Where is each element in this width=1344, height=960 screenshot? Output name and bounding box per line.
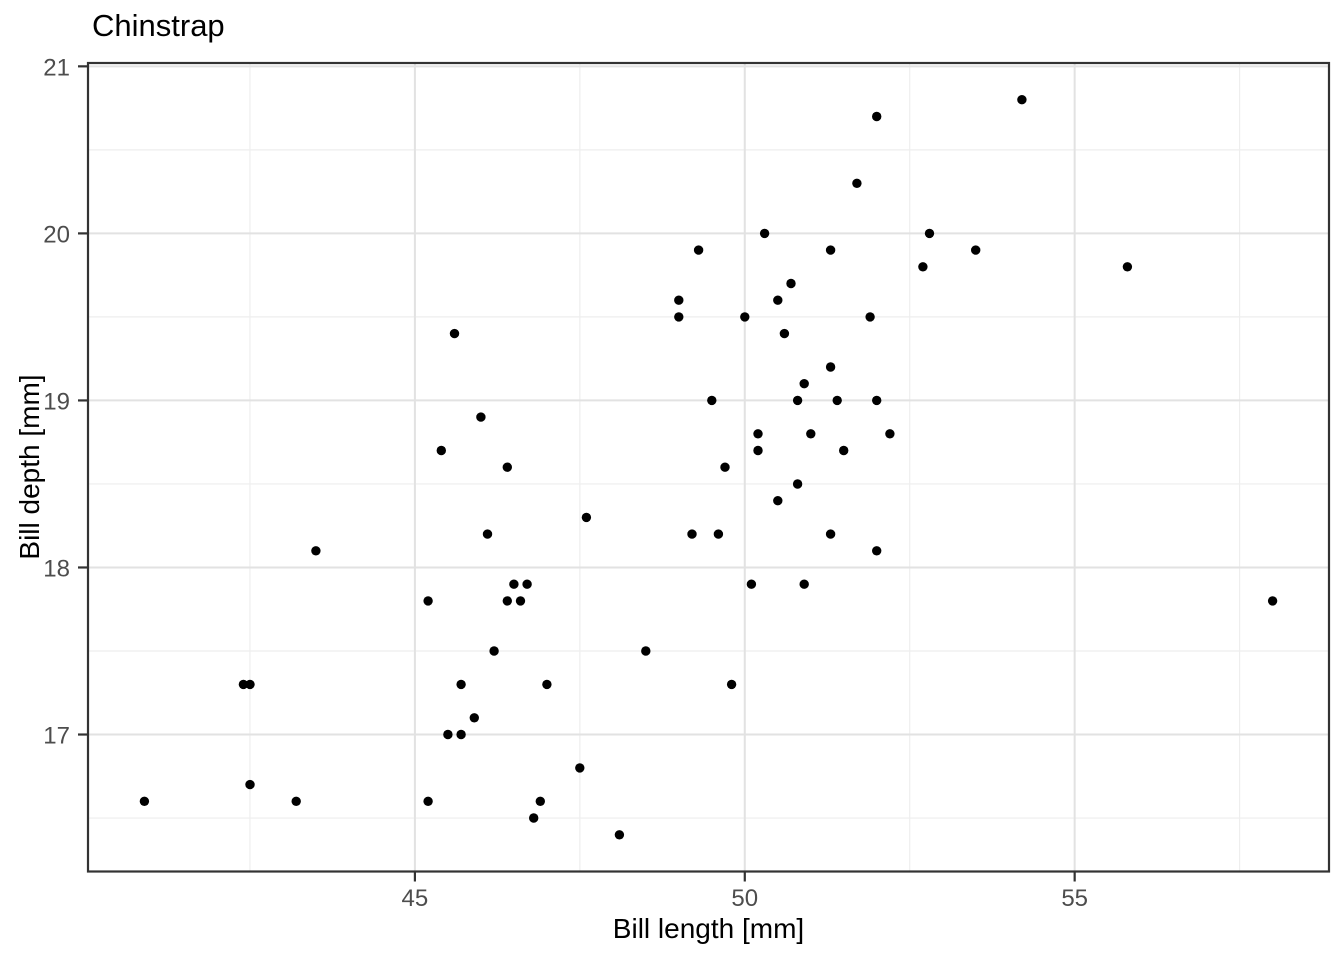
- data-point: [456, 729, 466, 740]
- data-point: [746, 579, 757, 589]
- data-point: [245, 679, 255, 690]
- data-point: [825, 362, 836, 372]
- data-point: [674, 295, 684, 305]
- x-tick-label: 45: [402, 885, 429, 912]
- y-tick-label: 18: [43, 555, 70, 582]
- data-point: [245, 779, 255, 790]
- data-point: [291, 796, 301, 806]
- data-point: [779, 328, 790, 339]
- y-tick-label: 21: [43, 54, 70, 81]
- data-point: [476, 412, 486, 422]
- y-tick-label: 17: [43, 723, 70, 750]
- data-point: [786, 278, 796, 289]
- data-point: [522, 579, 532, 589]
- data-point: [799, 379, 809, 389]
- data-point: [581, 512, 592, 523]
- y-tick-label: 20: [43, 221, 70, 248]
- data-point: [924, 228, 935, 239]
- data-point: [1267, 596, 1278, 606]
- data-point: [832, 395, 842, 406]
- data-point: [502, 462, 512, 472]
- data-point: [753, 429, 763, 439]
- x-tick-label: 50: [731, 885, 758, 912]
- data-point: [469, 713, 479, 723]
- data-point: [502, 596, 512, 606]
- data-point: [839, 445, 849, 456]
- data-point: [542, 679, 552, 690]
- data-point: [529, 813, 539, 823]
- data-point: [852, 178, 862, 188]
- data-point: [1017, 95, 1027, 105]
- data-point: [713, 529, 724, 539]
- data-point: [792, 395, 803, 406]
- data-point: [489, 646, 499, 656]
- data-point: [139, 796, 150, 806]
- panel-background: [88, 63, 1329, 872]
- data-point: [799, 579, 809, 589]
- data-point: [693, 245, 704, 255]
- data-point: [707, 395, 717, 406]
- data-point: [423, 596, 433, 606]
- data-point: [865, 312, 875, 322]
- data-point: [726, 679, 737, 690]
- data-point: [515, 596, 526, 606]
- data-point: [456, 679, 466, 690]
- panel-border: [86, 61, 1331, 873]
- y-tick-label: 19: [43, 388, 70, 415]
- data-point: [535, 796, 545, 806]
- data-point: [773, 295, 783, 305]
- data-point: [509, 579, 519, 589]
- data-point: [872, 395, 882, 406]
- data-point: [792, 479, 803, 489]
- data-point: [238, 679, 249, 690]
- data-point: [720, 462, 730, 472]
- data-point: [825, 529, 836, 539]
- data-point: [614, 830, 625, 840]
- data-point: [674, 312, 684, 322]
- data-point: [687, 529, 697, 539]
- data-point: [436, 445, 446, 456]
- data-point: [1122, 262, 1133, 272]
- data-point: [443, 729, 453, 740]
- plot-title: Chinstrap: [92, 8, 225, 43]
- y-axis-title: Bill depth [mm]: [14, 374, 45, 560]
- data-point: [825, 245, 836, 255]
- x-axis-title: Bill length [mm]: [612, 913, 805, 944]
- x-tick-label: 55: [1061, 885, 1088, 912]
- data-point: [872, 546, 882, 556]
- data-point: [759, 228, 770, 239]
- data-point: [575, 763, 585, 773]
- data-point: [753, 445, 763, 456]
- data-point: [311, 546, 321, 556]
- data-point: [806, 429, 816, 439]
- data-point: [918, 262, 928, 272]
- data-point: [740, 312, 750, 322]
- data-point: [773, 496, 783, 506]
- data-point: [872, 111, 882, 122]
- data-point: [885, 429, 895, 439]
- data-point: [482, 529, 493, 539]
- data-point: [971, 245, 981, 255]
- data-point: [423, 796, 433, 806]
- data-point: [641, 646, 651, 656]
- data-point: [449, 328, 460, 339]
